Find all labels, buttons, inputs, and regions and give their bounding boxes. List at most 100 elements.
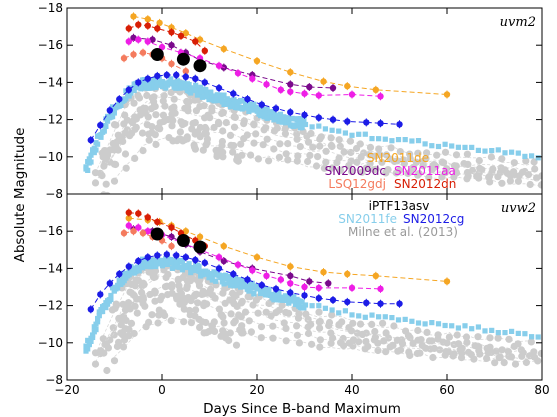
milne-point	[110, 160, 118, 168]
sn2011fe-point	[148, 77, 154, 83]
sn2011fe-point	[462, 144, 468, 150]
y-tick-label: −18	[38, 1, 63, 15]
sn2011fe-point	[199, 94, 205, 100]
milne-point	[180, 299, 188, 307]
sn2011fe-point	[482, 328, 488, 334]
milne-point	[240, 120, 248, 128]
data-point	[130, 13, 137, 20]
sn2011fe-point	[535, 334, 541, 340]
sn2011fe-point	[236, 280, 242, 286]
milne-point	[294, 314, 303, 322]
milne-point	[419, 162, 427, 170]
sn2011fe-point	[376, 314, 382, 320]
milne-point	[229, 148, 237, 156]
milne-point	[184, 103, 192, 111]
milne-point	[230, 300, 238, 308]
data-point	[372, 272, 379, 279]
milne-point	[390, 322, 398, 330]
milne-point	[238, 322, 246, 330]
data-point	[139, 49, 147, 56]
milne-point	[452, 151, 461, 159]
sn2011fe-point	[342, 130, 348, 136]
milne-point	[526, 180, 534, 189]
series-SN2012dn	[125, 20, 208, 55]
milne-point	[143, 91, 151, 100]
sn2011fe-point	[475, 324, 481, 330]
data-point	[253, 57, 261, 65]
milne-point	[269, 334, 277, 342]
sn2011fe-point	[287, 294, 294, 300]
milne-point	[176, 286, 184, 294]
sn2011fe-point	[276, 289, 282, 295]
data-point	[87, 306, 95, 313]
data-point	[120, 229, 128, 237]
sn2011fe-point	[144, 262, 151, 268]
milne-point	[139, 147, 147, 155]
data-point	[329, 296, 337, 304]
sn2011fe-point	[176, 264, 182, 270]
milne-point	[414, 326, 422, 335]
milne-point	[130, 99, 138, 107]
sn2011fe-point	[286, 300, 292, 306]
data-point	[249, 75, 256, 82]
milne-point	[249, 301, 257, 309]
milne-point	[376, 151, 384, 159]
milne-point	[379, 319, 387, 327]
sn2011fe-point	[95, 141, 101, 147]
data-point	[168, 24, 175, 31]
sn2011fe-point	[502, 330, 508, 336]
milne-point	[110, 331, 118, 339]
sn2011fe-point	[296, 122, 302, 128]
milne-point	[333, 159, 341, 167]
milne-point	[272, 309, 280, 317]
sn2011fe-point	[316, 303, 322, 309]
sn2011fe-point	[93, 147, 99, 153]
data-point	[234, 261, 242, 268]
milne-point	[276, 140, 284, 148]
milne-point	[524, 171, 533, 179]
data-point	[377, 120, 384, 127]
milne-point	[145, 318, 153, 326]
sn2011fe-point	[509, 149, 515, 155]
milne-point	[510, 159, 518, 167]
sn2011fe-point	[136, 268, 142, 274]
data-point	[150, 48, 164, 61]
milne-point	[218, 142, 226, 150]
sn2011fe-point	[129, 265, 136, 271]
milne-point	[475, 343, 483, 351]
sn2011fe-point	[233, 275, 239, 281]
milne-point	[452, 162, 460, 170]
x-tick-label: 80	[534, 383, 549, 397]
data-point	[135, 79, 142, 86]
milne-point	[154, 124, 162, 132]
milne-point	[162, 273, 170, 282]
milne-point	[474, 333, 482, 341]
sn2011fe-point	[322, 305, 328, 311]
sn2011fe-point	[301, 117, 307, 123]
milne-point	[357, 153, 365, 161]
data-point	[396, 121, 403, 128]
milne-point	[498, 179, 506, 187]
data-point	[158, 43, 166, 51]
sn2011fe-point	[183, 84, 189, 90]
sn2011fe-point	[234, 283, 240, 289]
milne-point	[293, 130, 301, 138]
data-point	[443, 91, 451, 98]
milne-point	[422, 344, 430, 352]
sn2011fe-point	[153, 84, 159, 91]
milne-point	[281, 130, 289, 138]
milne-point	[340, 148, 348, 156]
sn2011fe-point	[126, 93, 132, 99]
milne-point	[396, 148, 404, 156]
milne-point	[262, 308, 270, 316]
data-point	[272, 285, 280, 293]
milne-point	[183, 135, 191, 143]
sn2011fe-point	[198, 84, 204, 90]
sn2011fe-point	[126, 272, 132, 278]
data-point	[287, 263, 294, 270]
milne-point	[152, 111, 160, 119]
milne-point	[124, 299, 133, 307]
data-point	[315, 114, 322, 121]
sn2011fe-point	[164, 255, 171, 261]
sn2011fe-point	[208, 90, 214, 96]
